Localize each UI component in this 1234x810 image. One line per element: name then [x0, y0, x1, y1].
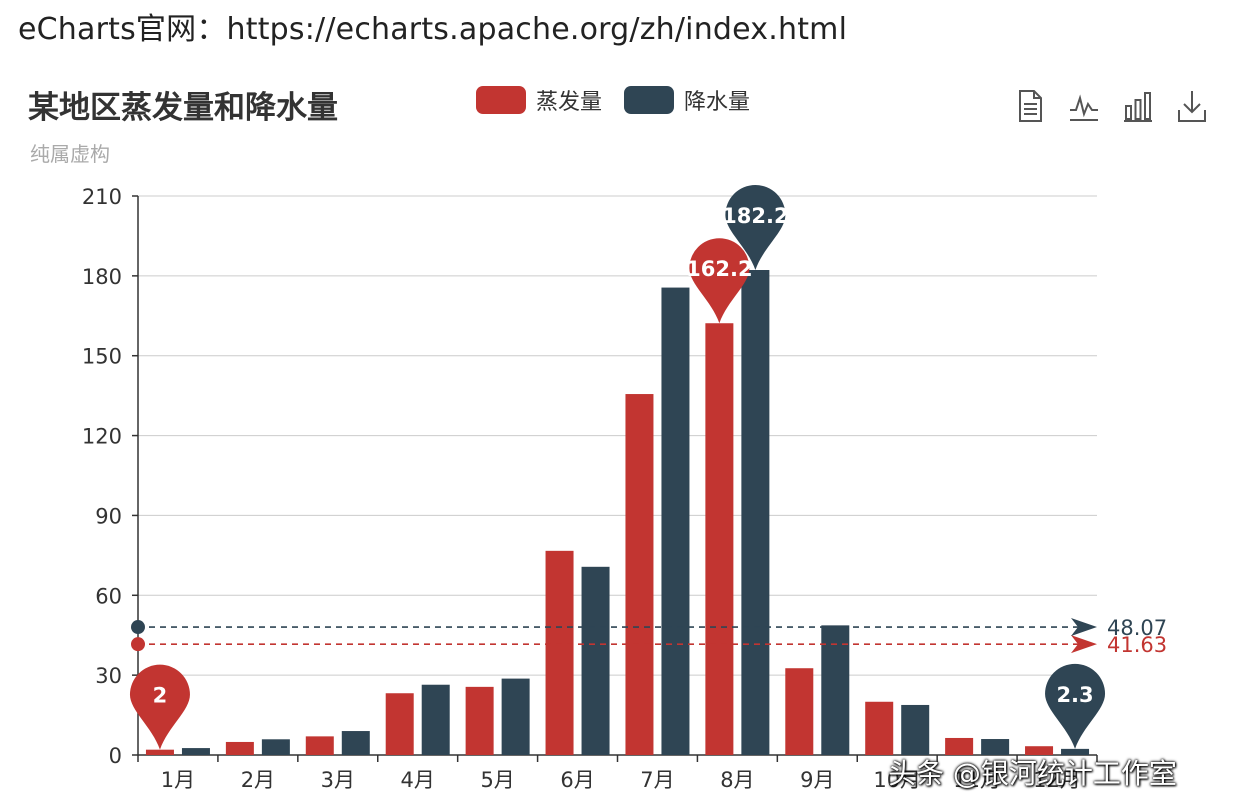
- markline-label: 41.63: [1107, 633, 1167, 657]
- watermark-text: 头条 @银河统计工作室: [888, 757, 1177, 790]
- y-tick-label: 180: [82, 265, 122, 289]
- markline-arrow: [1071, 618, 1097, 637]
- x-tick-label: 4月: [401, 768, 435, 792]
- markline-label: 48.07: [1107, 616, 1167, 640]
- bar-precipitation: [661, 287, 690, 755]
- bar-evaporation: [225, 741, 254, 755]
- bar-precipitation: [981, 739, 1010, 755]
- bar-precipitation: [741, 270, 770, 755]
- x-tick-label: 6月: [560, 768, 594, 792]
- x-tick-label: 3月: [321, 768, 355, 792]
- bar-evaporation: [545, 550, 574, 755]
- y-tick-label: 0: [109, 744, 122, 768]
- x-tick-label: 1月: [161, 768, 195, 792]
- legend-item-evaporation[interactable]: 蒸发量: [476, 84, 602, 116]
- page-caption: eCharts官网：https://echarts.apache.org/zh/…: [18, 12, 848, 47]
- bar-evaporation: [1025, 746, 1054, 755]
- bar-precipitation: [901, 704, 930, 755]
- markpoint-pin: [725, 185, 786, 271]
- y-tick-label: 120: [82, 425, 122, 449]
- chart-legend: 蒸发量 降水量: [476, 84, 750, 116]
- bar-evaporation: [385, 693, 414, 755]
- y-tick-label: 150: [82, 345, 122, 369]
- x-tick-label: 10月: [873, 768, 921, 792]
- y-tick-label: 60: [95, 584, 122, 608]
- x-tick-label: 2月: [241, 768, 275, 792]
- markpoint-label: 162.2: [686, 257, 752, 281]
- legend-item-precipitation[interactable]: 降水量: [624, 84, 750, 116]
- markpoint-label: 2: [153, 684, 168, 708]
- bar-precipitation: [821, 625, 850, 755]
- chart-title: 某地区蒸发量和降水量: [28, 90, 338, 126]
- markpoint-label: 182.2: [722, 204, 788, 228]
- x-tick-label: 9月: [800, 768, 834, 792]
- bar-evaporation: [625, 394, 654, 755]
- bar-precipitation: [501, 678, 530, 755]
- legend-swatch-evaporation: [476, 86, 526, 114]
- data-view-icon[interactable]: [1014, 88, 1046, 124]
- bar-precipitation: [1061, 748, 1090, 755]
- markpoint-pin: [1045, 663, 1106, 749]
- bar-evaporation: [785, 668, 814, 755]
- x-tick-label: 8月: [720, 768, 754, 792]
- markline-arrow: [1071, 635, 1097, 654]
- legend-swatch-precipitation: [624, 86, 675, 114]
- y-tick-label: 30: [95, 664, 122, 688]
- bar-precipitation: [581, 566, 610, 755]
- bar-evaporation: [865, 701, 894, 755]
- bar-chart-icon[interactable]: [1122, 88, 1154, 124]
- y-tick-label: 90: [95, 504, 122, 528]
- bar-precipitation: [181, 748, 210, 755]
- x-tick-label: 12月: [1033, 768, 1081, 792]
- bar-evaporation: [145, 749, 174, 755]
- bar-evaporation: [705, 323, 734, 755]
- x-tick-label: 5月: [480, 768, 514, 792]
- download-icon[interactable]: [1176, 88, 1208, 124]
- x-tick-label: 11月: [953, 768, 1001, 792]
- bar-evaporation: [465, 686, 494, 755]
- y-tick-label: 210: [82, 185, 122, 209]
- bar-evaporation: [945, 737, 974, 755]
- markpoint-label: 2.3: [1056, 683, 1093, 707]
- x-tick-label: 7月: [640, 768, 674, 792]
- bar-precipitation: [341, 731, 370, 755]
- chart-toolbox: [1014, 88, 1208, 124]
- legend-label-evaporation: 蒸发量: [536, 90, 603, 115]
- bar-evaporation: [305, 736, 334, 755]
- line-chart-icon[interactable]: [1068, 88, 1100, 124]
- markpoint-pin: [689, 238, 750, 324]
- chart-subtitle: 纯属虚构: [30, 142, 110, 166]
- legend-label-precipitation: 降水量: [684, 90, 751, 115]
- bar-precipitation: [261, 739, 290, 755]
- markpoint-pin: [129, 664, 190, 750]
- bar-precipitation: [421, 684, 450, 755]
